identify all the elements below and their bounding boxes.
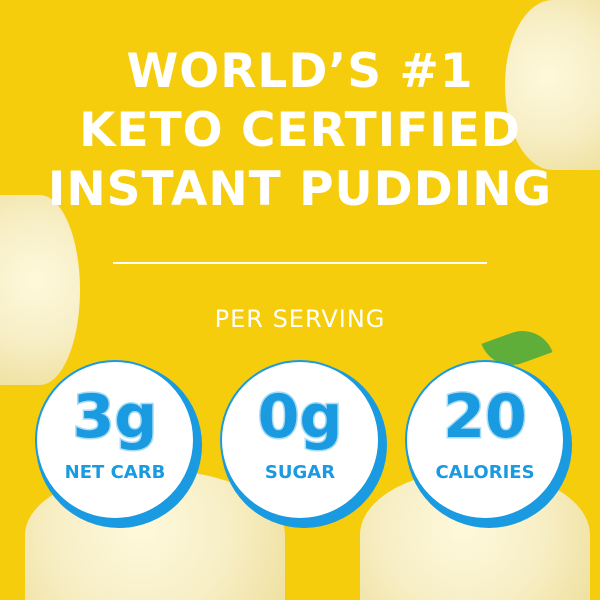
calories-badge: 20 CALORIES	[405, 360, 565, 520]
badge-value: 20	[442, 381, 529, 454]
badge-value: 0g	[256, 381, 344, 454]
headline-line: WORLD’S #1	[126, 44, 474, 99]
divider	[113, 262, 487, 264]
banana-slice-image	[0, 195, 80, 385]
sugar-badge: 0g SUGAR	[220, 360, 380, 520]
headline-line: KETO CERTIFIED	[79, 103, 521, 158]
banana-slice-image	[505, 0, 600, 170]
headline-line: INSTANT PUDDING	[47, 162, 553, 217]
badge-value: 3g	[71, 381, 159, 454]
per-serving-label: PER SERVING	[214, 305, 386, 333]
badge-label: CALORIES	[435, 462, 535, 483]
net-carb-badge: 3g NET CARB	[35, 360, 195, 520]
badge-label: NET CARB	[64, 462, 166, 483]
badge-label: SUGAR	[264, 462, 336, 483]
headline: WORLD’S #1 KETO CERTIFIED INSTANT PUDDIN…	[0, 42, 600, 219]
